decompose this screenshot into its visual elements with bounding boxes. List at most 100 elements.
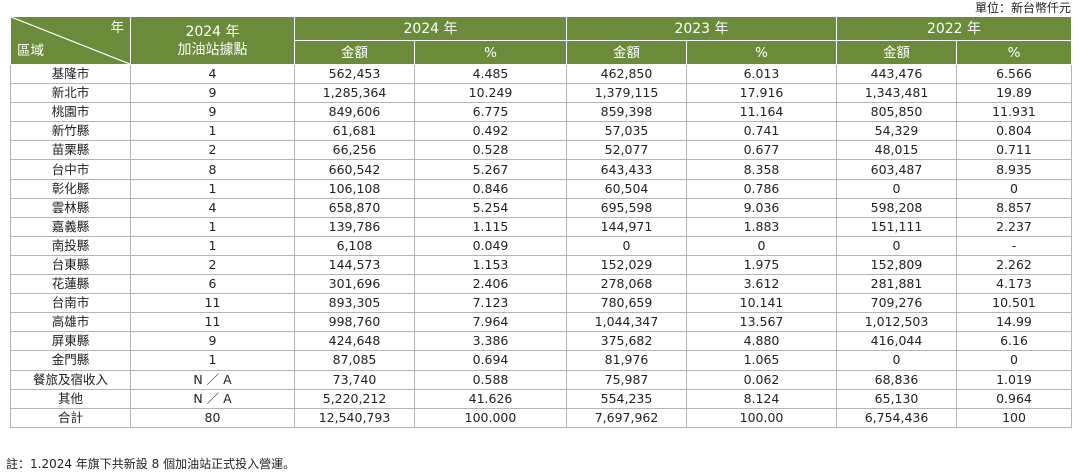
amount-2023-cell: 75,987 xyxy=(566,369,687,390)
pct-2022-cell: 14.99 xyxy=(956,312,1072,333)
amount-2024-cell: 87,085 xyxy=(294,350,415,371)
amount-2024-cell: 301,696 xyxy=(294,274,415,295)
amount-2023-cell: 462,850 xyxy=(566,63,687,85)
amount-2023-cell: 52,077 xyxy=(566,140,687,161)
pct-2023-cell: 0.786 xyxy=(686,178,837,199)
stations-cell: 9 xyxy=(130,83,295,104)
region-cell: 其他 xyxy=(10,388,131,409)
pct-2024-cell: 0.846 xyxy=(414,178,567,199)
stations-cell: 2 xyxy=(130,254,295,276)
unit-label: 單位：新台幣仟元 xyxy=(974,1,1071,15)
pct-2022-cell: 1.019 xyxy=(956,369,1072,390)
amount-2023-cell: 7,697,962 xyxy=(566,407,687,428)
pct-2022-cell: 6.566 xyxy=(956,63,1072,85)
pct-2022-cell: 100 xyxy=(956,407,1072,428)
pct-2023-cell: 0 xyxy=(686,235,837,256)
amount-2024-cell: 66,256 xyxy=(294,140,415,161)
stations-header: 2024 年 加油站據點 xyxy=(130,16,295,65)
pct-2022-cell: 19.89 xyxy=(956,83,1072,104)
pct-2022-cell: 0.804 xyxy=(956,121,1072,142)
pct-2023-cell: 17.916 xyxy=(686,83,837,104)
corner-region-label: 區域 xyxy=(17,43,44,59)
region-cell: 合計 xyxy=(10,407,131,428)
amount-2022-cell: 68,836 xyxy=(836,369,957,390)
stations-cell: 8 xyxy=(130,159,295,180)
table-row: 南投縣 1 6,108 0.049 0 0 0- xyxy=(10,235,1072,256)
amount-2024-cell: 998,760 xyxy=(294,312,415,333)
amount-2023-cell: 1,379,115 xyxy=(566,83,687,104)
amount-2022-cell: 805,850 xyxy=(836,102,957,123)
amount-header-2023: 金額 xyxy=(566,40,687,65)
table-row: 花蓮縣 6 301,696 2.406 278,068 3.612 281,881 4.173 xyxy=(10,274,1072,295)
amount-2024-cell: 660,542 xyxy=(294,159,415,180)
amount-2022-cell: 1,343,481 xyxy=(836,83,957,104)
amount-2023-cell: 0 xyxy=(566,235,687,256)
pct-header-2023: % xyxy=(686,40,837,65)
pct-2022-cell: 6.16 xyxy=(956,331,1072,352)
region-cell: 台中市 xyxy=(10,159,131,180)
pct-2024-cell: 100.000 xyxy=(414,407,567,428)
amount-2023-cell: 554,235 xyxy=(566,388,687,409)
table-row: 台南市 11 893,305 7.123 780,659 10.141 709,276 10.… xyxy=(10,293,1072,314)
pct-2024-cell: 0.049 xyxy=(414,235,567,256)
pct-2023-cell: 1.883 xyxy=(686,216,837,237)
pct-2023-cell: 4.880 xyxy=(686,331,837,352)
stations-cell: 11 xyxy=(130,293,295,314)
pct-2024-cell: 0.588 xyxy=(414,369,567,390)
table-body: 基隆市 4 562,453 4.485 462,850 6.013 443,476 6.566… xyxy=(10,63,1072,428)
stations-cell: 1 xyxy=(130,350,295,371)
pct-2022-cell: 0 xyxy=(956,350,1072,371)
revenue-by-region-table: 年 區域 2024 年 加油站據點 2024 年 2023 年 2022 年 金… xyxy=(10,16,1072,428)
amount-2022-cell: 443,476 xyxy=(836,63,957,85)
table-row: 金門縣 1 87,085 0.694 81,976 1.065 0 0 xyxy=(10,350,1072,371)
table-row: 苗栗縣 2 66,256 0.528 52,077 0.677 48,015 0.711 xyxy=(10,140,1072,161)
amount-2022-cell: 0 xyxy=(836,178,957,199)
pct-header-2022: % xyxy=(956,40,1072,65)
pct-2024-cell: 0.528 xyxy=(414,140,567,161)
pct-header-2024: % xyxy=(414,40,567,65)
pct-2022-cell: 8.935 xyxy=(956,159,1072,180)
amount-2022-cell: 416,044 xyxy=(836,331,957,352)
amount-2023-cell: 81,976 xyxy=(566,350,687,371)
amount-2022-cell: 709,276 xyxy=(836,293,957,314)
pct-2022-cell: 11.931 xyxy=(956,102,1072,123)
pct-2024-cell: 10.249 xyxy=(414,83,567,104)
stations-cell: 80 xyxy=(130,407,295,428)
amount-2024-cell: 893,305 xyxy=(294,293,415,314)
amount-2024-cell: 562,453 xyxy=(294,63,415,85)
table-row: 合計 80 12,540,793 100.000 7,697,962 100.00 6,75… xyxy=(10,407,1072,428)
pct-2022-cell: 0.711 xyxy=(956,140,1072,161)
pct-2024-cell: 4.485 xyxy=(414,63,567,85)
region-cell: 基隆市 xyxy=(10,63,131,85)
corner-year-label: 年 xyxy=(110,20,125,36)
region-cell: 新竹縣 xyxy=(10,121,131,142)
amount-2023-cell: 152,029 xyxy=(566,254,687,276)
footnote: 註：1.2024 年旗下共新設 8 個加油站正式投入營運。 xyxy=(6,457,296,471)
stations-cell: 4 xyxy=(130,197,295,218)
amount-2022-cell: 6,754,436 xyxy=(836,407,957,428)
pct-2023-cell: 11.164 xyxy=(686,102,837,123)
pct-2022-cell: 2.262 xyxy=(956,254,1072,276)
pct-2024-cell: 5.254 xyxy=(414,197,567,218)
amount-2024-cell: 6,108 xyxy=(294,235,415,256)
amount-2024-cell: 61,681 xyxy=(294,121,415,142)
stations-cell: N ／ A xyxy=(130,369,295,390)
year-header-2024: 2024 年 xyxy=(294,16,567,41)
stations-cell: 6 xyxy=(130,274,295,295)
amount-2024-cell: 849,606 xyxy=(294,102,415,123)
region-cell: 桃園市 xyxy=(10,102,131,123)
year-header-2022: 2022 年 xyxy=(836,16,1072,41)
amount-2024-cell: 139,786 xyxy=(294,216,415,237)
pct-2023-cell: 10.141 xyxy=(686,293,837,314)
stations-cell: N ／ A xyxy=(130,388,295,409)
stations-cell: 2 xyxy=(130,140,295,161)
table-row: 新竹縣 1 61,681 0.492 57,035 0.741 54,329 0.804 xyxy=(10,121,1072,142)
amount-2023-cell: 144,971 xyxy=(566,216,687,237)
year-header-2023: 2023 年 xyxy=(566,16,837,41)
stations-cell: 4 xyxy=(130,63,295,85)
region-cell: 台南市 xyxy=(10,293,131,314)
pct-2024-cell: 1.115 xyxy=(414,216,567,237)
amount-2024-cell: 73,740 xyxy=(294,369,415,390)
pct-2023-cell: 100.00 xyxy=(686,407,837,428)
pct-2024-cell: 6.775 xyxy=(414,102,567,123)
